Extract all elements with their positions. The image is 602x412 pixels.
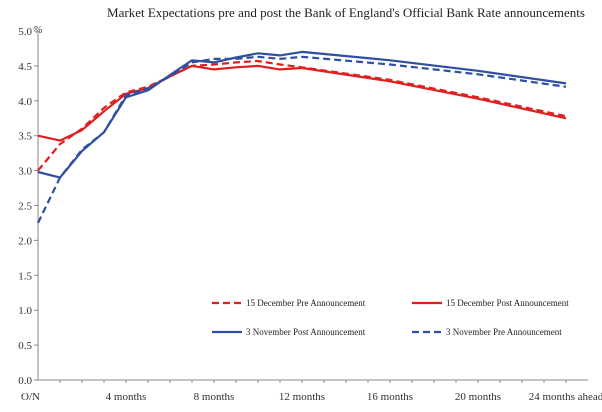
y-tick-label: 3.5 bbox=[18, 131, 32, 143]
y-tick-label: 4.5 bbox=[18, 61, 32, 73]
legend-item: 15 December Pre Announcement bbox=[212, 298, 366, 308]
x-tick-label: 12 months bbox=[279, 391, 325, 403]
x-tick-label: 4 months bbox=[106, 391, 147, 403]
chart-title: Market Expectations pre and post the Ban… bbox=[107, 5, 585, 20]
y-tick-label: 2.0 bbox=[18, 235, 32, 247]
series-3 bbox=[37, 55, 567, 224]
x-tick-label: 8 months bbox=[194, 391, 235, 403]
series-line bbox=[37, 55, 567, 224]
series-2 bbox=[37, 50, 567, 179]
series-line bbox=[37, 59, 567, 172]
legend-label: 3 November Pre Announcement bbox=[446, 327, 562, 337]
axes: 0.0 0.5 1.0 1.5 2.0 2.5 3.0 3.5 4.0 4.5 5.0 O/N 4 mo… bbox=[18, 26, 602, 403]
y-tick-label: 3.0 bbox=[18, 166, 32, 178]
x-tick-label: O/N bbox=[21, 391, 40, 403]
series-0 bbox=[37, 59, 567, 172]
series-line bbox=[37, 50, 567, 179]
y-tick-label: 2.5 bbox=[18, 201, 32, 213]
x-tick-label: 20 months bbox=[455, 391, 501, 403]
legend-label: 15 December Post Announcement bbox=[446, 298, 569, 308]
legend-item: 3 November Post Announcement bbox=[212, 327, 366, 337]
y-tick-label: 1.0 bbox=[18, 305, 32, 317]
y-tick-label: 0.5 bbox=[18, 340, 32, 352]
series-1 bbox=[37, 64, 567, 142]
x-tick-label: 16 months bbox=[367, 391, 413, 403]
y-tick-label: 1.5 bbox=[18, 270, 32, 282]
y-axis-unit: % bbox=[34, 25, 42, 36]
y-tick-label: 5.0 bbox=[18, 26, 32, 38]
legend-item: 15 December Post Announcement bbox=[412, 298, 569, 308]
legend-item: 3 November Pre Announcement bbox=[412, 327, 562, 337]
legend-label: 3 November Post Announcement bbox=[246, 327, 366, 337]
legend-label: 15 December Pre Announcement bbox=[246, 298, 366, 308]
legend: 15 December Pre Announcement 15 December … bbox=[212, 298, 569, 337]
y-tick-label: 4.0 bbox=[18, 96, 32, 108]
series-line bbox=[37, 64, 567, 142]
x-tick-label: 24 months ahead bbox=[529, 391, 602, 403]
y-tick-label: 0.0 bbox=[18, 375, 32, 387]
series-layer bbox=[37, 50, 567, 224]
